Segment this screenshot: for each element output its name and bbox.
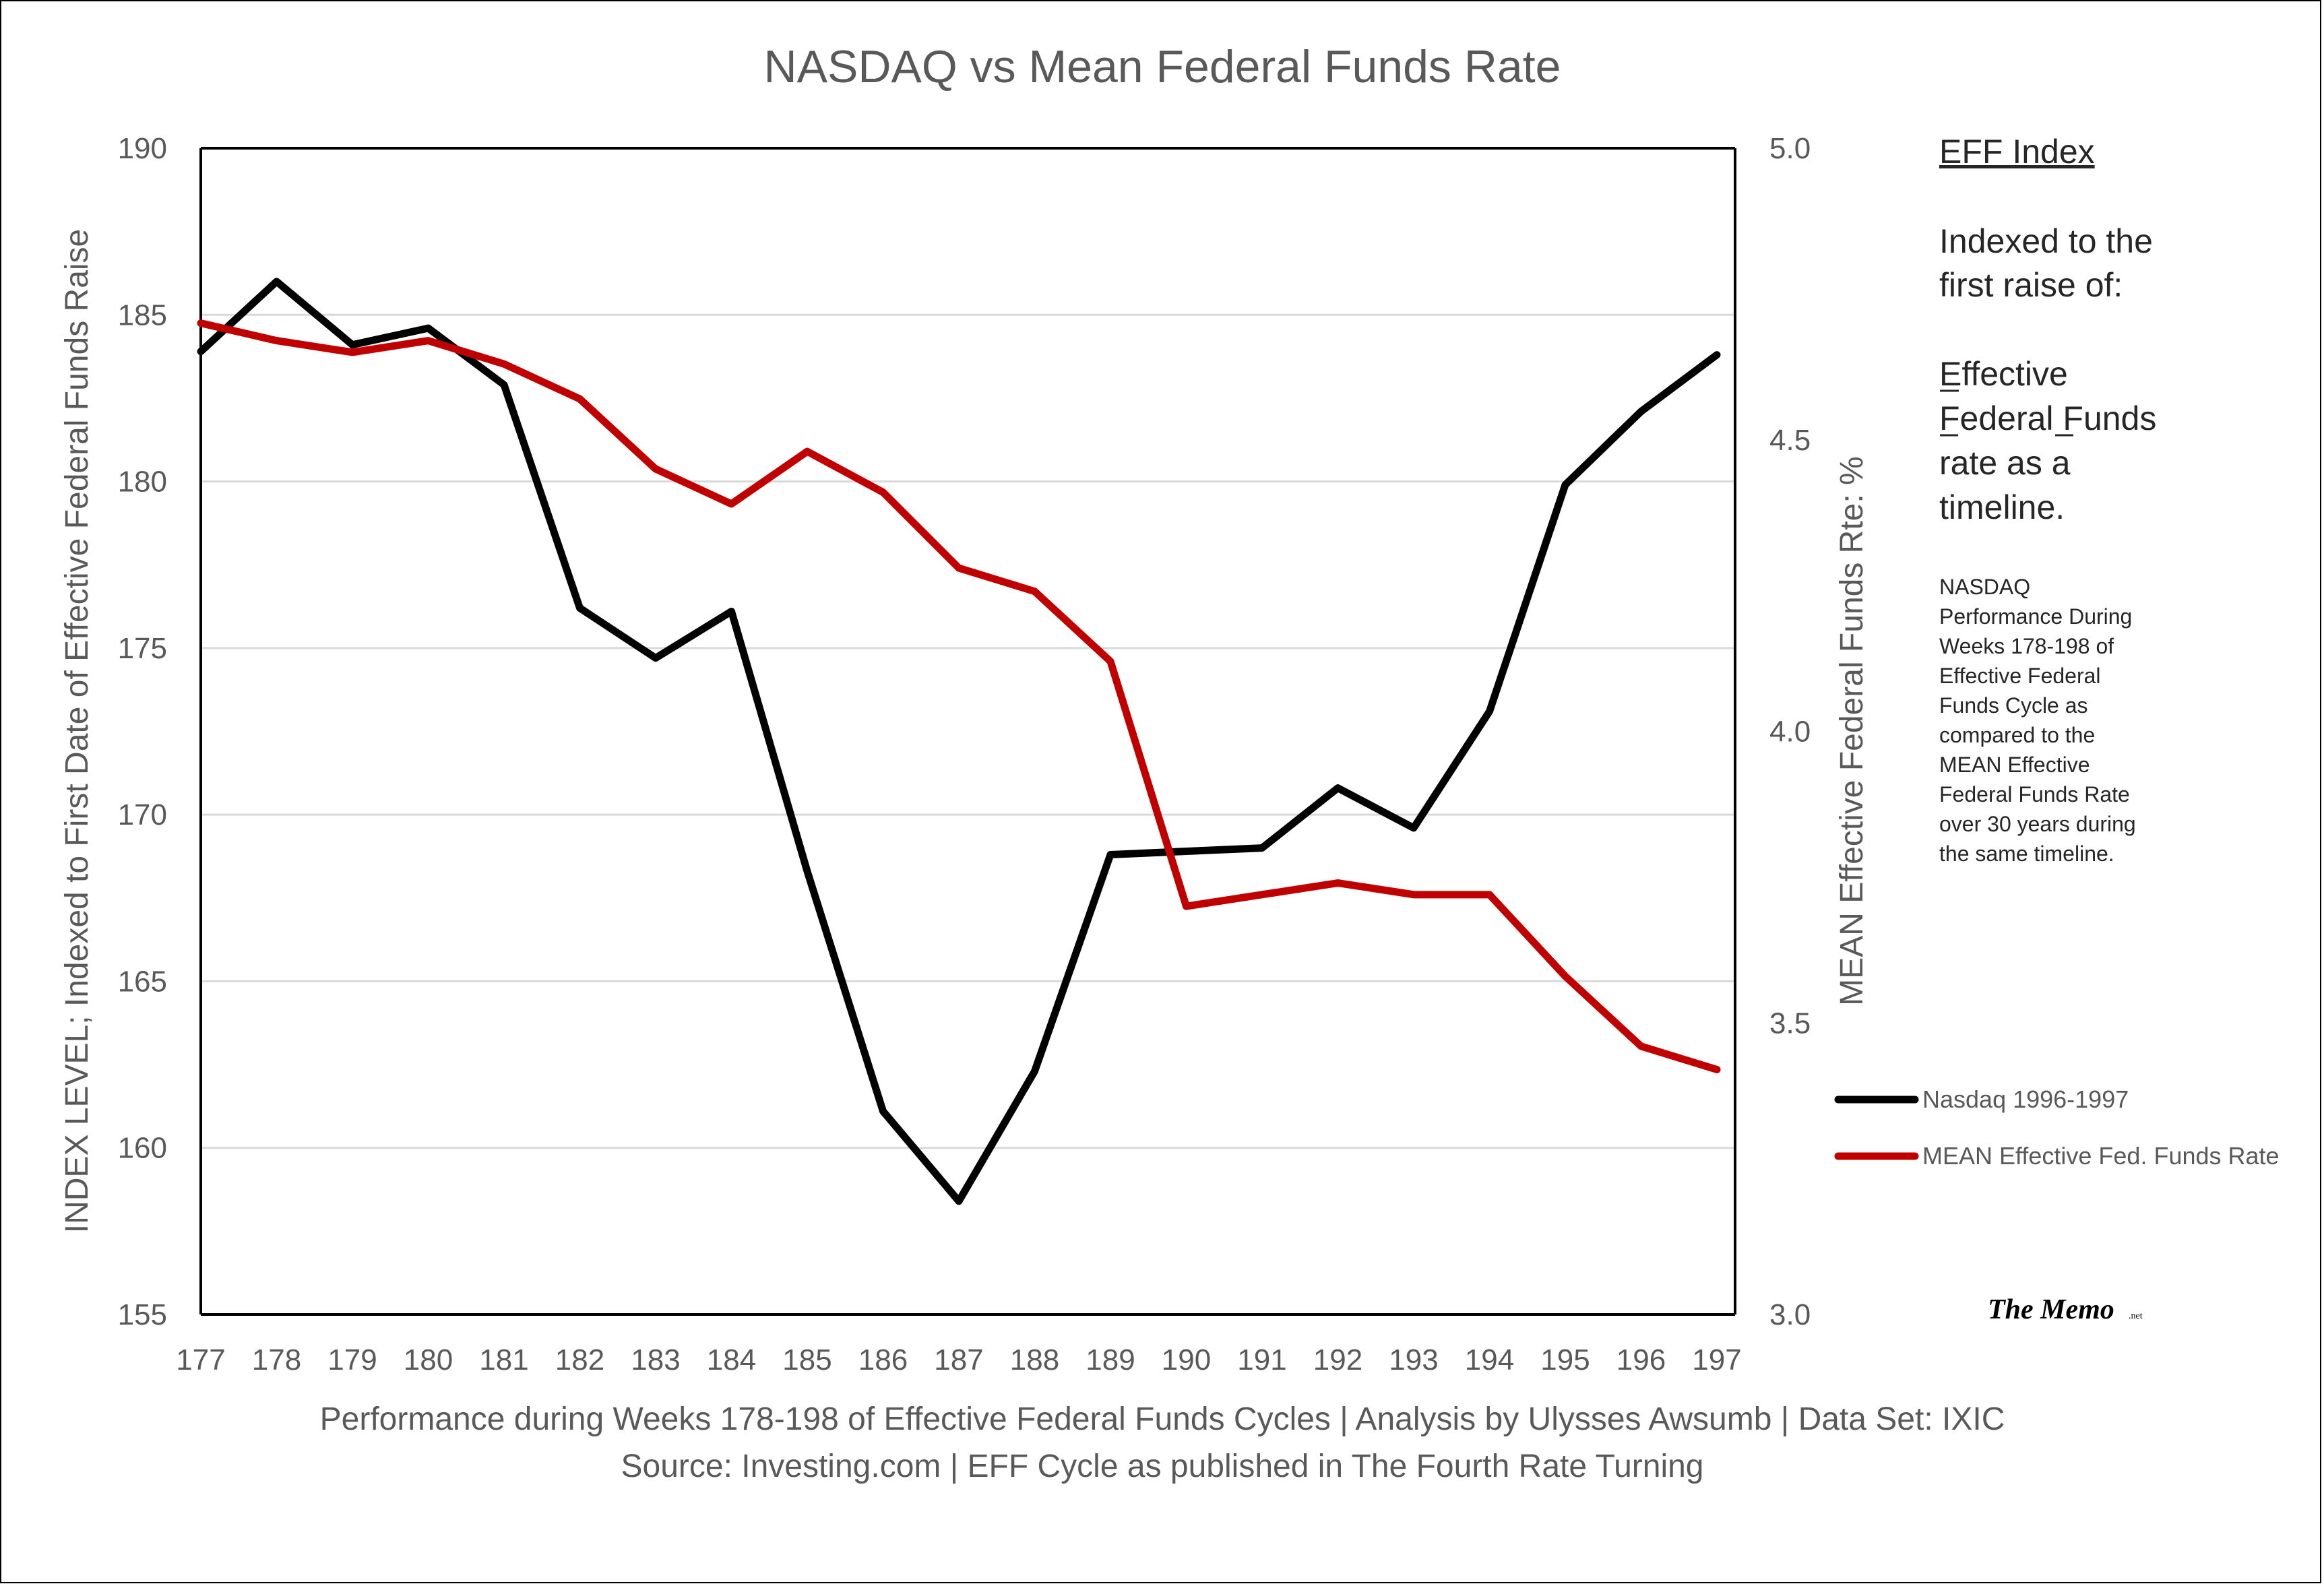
- memo-logo-main: The Memo: [1988, 1294, 2114, 1325]
- legend-label-fed: MEAN Effective Fed. Funds Rate: [1922, 1142, 2280, 1170]
- chart-title: NASDAQ vs Mean Federal Funds Rate: [764, 41, 1561, 92]
- side-note-line: over 30 years during: [1939, 812, 2136, 836]
- y-tick-label: 170: [118, 798, 167, 831]
- gridlines: [201, 313, 1735, 1149]
- x-tick-label: 189: [1086, 1343, 1135, 1376]
- x-tick-label: 179: [327, 1343, 377, 1376]
- x-tick-label: 181: [479, 1343, 528, 1376]
- y-tick-label: 165: [118, 965, 167, 998]
- footer-line2: Source: Investing.com | EFF Cycle as pub…: [621, 1449, 1703, 1484]
- side-note-line: Weeks 178-198 of: [1939, 634, 2114, 658]
- series-line-nasdaq: [197, 278, 1721, 1205]
- legend: Nasdaq 1996-1997 MEAN Effective Fed. Fun…: [1834, 1085, 2280, 1170]
- memo-logo: The Memo .net: [1988, 1294, 2143, 1325]
- side-note-line: Federal Funds Rate: [1939, 782, 2130, 806]
- x-tick-label: 180: [404, 1343, 453, 1376]
- right-axis-ticks: 5.0 4.5 4.0 3.5 3.0: [1769, 132, 1811, 1331]
- side-note: NASDAQ Performance During Weeks 178-198 of…: [1939, 575, 2136, 866]
- x-tick-label: 182: [555, 1343, 604, 1376]
- y2-tick-label: 5.0: [1769, 132, 1811, 165]
- x-tick-label: 192: [1313, 1343, 1362, 1376]
- side-note-line: the same timeline.: [1939, 842, 2114, 866]
- x-axis-ticks: 177 178 179 180 181 182 183 184 185 186 187 188 189 1…: [176, 1343, 1741, 1376]
- side-eff-line4: timeline.: [1939, 488, 2065, 526]
- side-note-line: Performance During: [1939, 604, 2132, 629]
- y-tick-label: 160: [118, 1132, 167, 1165]
- y-tick-label: 155: [118, 1298, 167, 1331]
- x-tick-label: 183: [631, 1343, 680, 1376]
- right-axis-title: MEAN Effective Federal Funds Rte: %: [1834, 456, 1870, 1005]
- x-tick-label: 194: [1465, 1343, 1514, 1376]
- legend-item-nasdaq: Nasdaq 1996-1997: [1834, 1085, 2129, 1113]
- side-note-line: Funds Cycle as: [1939, 693, 2088, 718]
- y-tick-label: 185: [118, 298, 167, 331]
- side-note-line: Effective Federal: [1939, 664, 2101, 688]
- x-tick-label: 197: [1692, 1343, 1741, 1376]
- side-note-line: compared to the: [1939, 723, 2095, 747]
- x-tick-label: 178: [252, 1343, 301, 1376]
- left-axis-ticks: 190 185 180 175 170 165 160 155: [118, 132, 167, 1331]
- x-tick-label: 191: [1237, 1343, 1286, 1376]
- legend-item-fed: MEAN Effective Fed. Funds Rate: [1834, 1142, 2280, 1170]
- x-tick-label: 188: [1010, 1343, 1059, 1376]
- side-note-line: MEAN Effective: [1939, 753, 2090, 777]
- x-tick-label: 185: [782, 1343, 831, 1376]
- y2-tick-label: 3.0: [1769, 1298, 1811, 1331]
- y-tick-label: 190: [118, 132, 167, 165]
- side-heading: EFF Index: [1939, 133, 2095, 170]
- side-eff-line2: Federal Funds: [1939, 400, 2156, 437]
- y2-tick-label: 3.5: [1769, 1007, 1811, 1040]
- left-axis-title: INDEX LEVEL; Indexed to First Date of Ef…: [59, 229, 95, 1233]
- footer-line1: Performance during Weeks 178-198 of Effe…: [320, 1401, 2005, 1437]
- series-layer: [197, 278, 1721, 1205]
- side-eff-line3: rate as a: [1939, 444, 2071, 482]
- y2-tick-label: 4.5: [1769, 424, 1811, 457]
- side-indexed-line1: Indexed to the: [1939, 222, 2153, 260]
- y-tick-label: 175: [118, 632, 167, 665]
- x-tick-label: 177: [176, 1343, 225, 1376]
- x-tick-label: 187: [934, 1343, 983, 1376]
- x-tick-label: 193: [1389, 1343, 1438, 1376]
- y-tick-label: 180: [118, 466, 167, 499]
- legend-label-nasdaq: Nasdaq 1996-1997: [1922, 1085, 2129, 1113]
- series-line-fed: [197, 319, 1721, 1073]
- side-indexed-line2: first raise of:: [1939, 266, 2123, 304]
- side-panel: EFF Index Indexed to the first raise of:…: [1939, 133, 2156, 866]
- memo-logo-suffix: .net: [2129, 1311, 2143, 1321]
- x-tick-label: 184: [707, 1343, 756, 1376]
- x-tick-label: 196: [1616, 1343, 1666, 1376]
- side-note-line: NASDAQ: [1939, 575, 2030, 599]
- side-eff-line1: Effective: [1939, 355, 2068, 393]
- x-tick-label: 190: [1162, 1343, 1211, 1376]
- x-tick-label: 195: [1540, 1343, 1590, 1376]
- x-tick-label: 186: [858, 1343, 908, 1376]
- y2-tick-label: 4.0: [1769, 716, 1811, 749]
